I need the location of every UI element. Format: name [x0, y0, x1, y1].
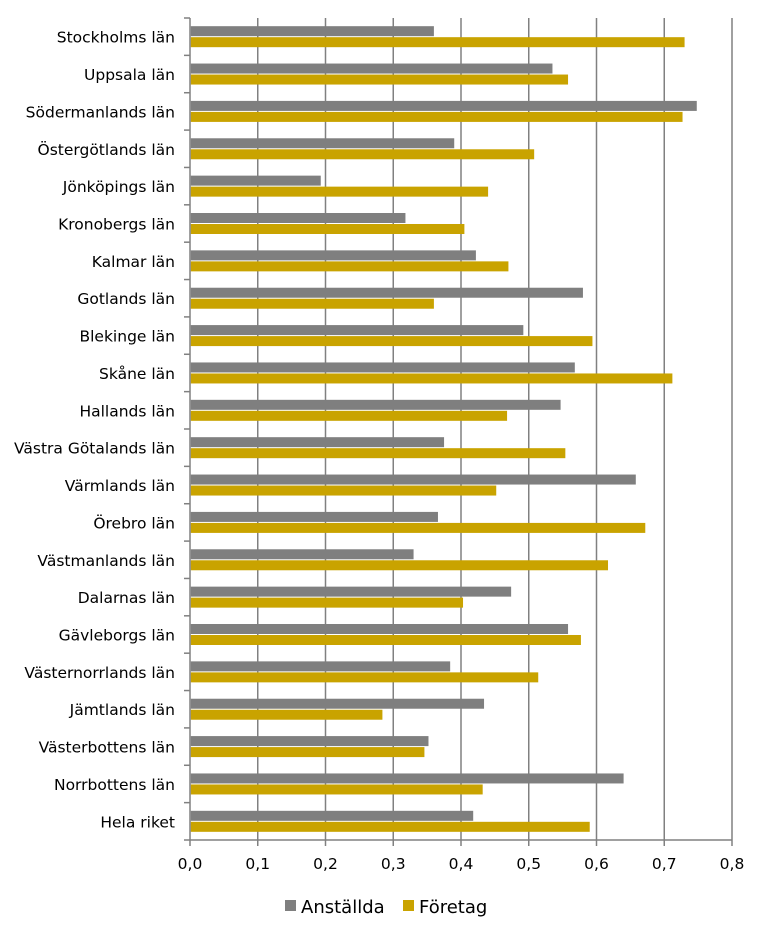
bar-anstallda	[190, 250, 476, 261]
bar-anstallda	[190, 362, 575, 373]
bar-foretag	[190, 635, 581, 645]
legend-swatch	[403, 900, 414, 911]
category-label: Norrbottens län	[54, 776, 175, 794]
bar-foretag	[190, 522, 646, 533]
bar-anstallda	[190, 511, 438, 522]
category-label: Hallands län	[79, 402, 175, 420]
category-label: Stockholms län	[57, 29, 175, 47]
bar-anstallda	[190, 138, 455, 149]
bar-anstallda	[190, 437, 445, 448]
category-label: Uppsala län	[84, 66, 175, 84]
bar-anstallda	[190, 399, 561, 410]
bar-foretag	[190, 373, 673, 384]
bar-anstallda	[190, 474, 636, 485]
bar-foretag	[190, 111, 683, 122]
x-tick-label: 0,3	[381, 855, 406, 873]
bar-anstallda	[190, 661, 451, 672]
bar-anstallda	[190, 624, 569, 634]
bar-foretag	[190, 149, 535, 160]
bar-anstallda	[190, 175, 321, 186]
bar-anstallda	[190, 100, 697, 111]
category-labels: Stockholms län Uppsala län Södermanlands l…	[14, 29, 175, 832]
x-tick-label: 0,8	[720, 855, 745, 873]
bar-anstallda	[190, 63, 553, 74]
bar-anstallda	[190, 26, 434, 37]
category-label: Västerbottens län	[39, 739, 175, 757]
bar-anstallda	[190, 810, 474, 821]
x-tick-label: 0,6	[584, 855, 609, 873]
x-tick-label: 0,0	[178, 855, 203, 873]
x-tick-label: 0,2	[313, 855, 338, 873]
category-label: Värmlands län	[65, 477, 175, 495]
category-label: Västernorrlands län	[24, 664, 175, 682]
x-tick-label: 0,7	[652, 855, 677, 873]
x-tick-labels: 0,0 0,1 0,2 0,3 0,4 0,5 0,6 0,7 0,8	[178, 855, 745, 873]
bar-anstallda	[190, 213, 406, 223]
category-label: Östergötlands län	[38, 140, 176, 159]
category-label: Gävleborgs län	[59, 627, 175, 645]
x-tick-label: 0,1	[245, 855, 270, 873]
legend-swatch	[285, 900, 296, 911]
category-label: Södermanlands län	[26, 103, 175, 121]
category-label: Västra Götalands län	[14, 440, 175, 458]
bar-anstallda	[190, 325, 524, 336]
legend: Anställda Företag	[285, 897, 487, 918]
bar-foretag	[190, 709, 383, 720]
bar-foretag	[190, 485, 497, 496]
axes	[184, 17, 733, 846]
bar-foretag	[190, 298, 434, 309]
bar-foretag	[190, 747, 425, 758]
bar-anstallda	[190, 549, 414, 560]
bar-anstallda	[190, 586, 512, 597]
bar-foretag	[190, 37, 685, 48]
bar-foretag	[190, 597, 464, 608]
bar-foretag	[190, 821, 590, 832]
category-label: Kronobergs län	[58, 216, 175, 234]
bar-anstallda	[190, 773, 624, 784]
x-tick-label: 0,5	[516, 855, 541, 873]
bar-foretag	[190, 261, 509, 272]
category-label: Dalarnas län	[78, 589, 175, 607]
category-label: Skåne län	[99, 365, 175, 383]
bar-foretag	[190, 74, 569, 85]
category-label: Hela riket	[100, 813, 175, 831]
category-label: Kalmar län	[92, 253, 175, 271]
category-label: Örebro län	[93, 513, 175, 532]
bar-foretag	[190, 224, 465, 234]
category-label: Jönköpings län	[62, 178, 175, 196]
category-label: Västmanlands län	[37, 552, 175, 570]
x-tick-label: 0,4	[449, 855, 474, 873]
legend-label: Anställda	[301, 897, 385, 918]
category-label: Blekinge län	[79, 328, 175, 346]
bar-foretag	[190, 448, 566, 459]
legend-label: Företag	[419, 897, 487, 918]
bars	[190, 26, 697, 832]
bar-foretag	[190, 186, 489, 197]
bar-foretag	[190, 784, 483, 795]
bar-foretag	[190, 410, 508, 421]
bar-anstallda	[190, 698, 485, 709]
category-label: Gotlands län	[77, 290, 175, 308]
category-label: Jämtlands län	[69, 701, 175, 719]
bar-foretag	[190, 672, 539, 683]
bar-foretag	[190, 336, 593, 347]
bar-anstallda	[190, 287, 583, 298]
bar-anstallda	[190, 736, 429, 747]
bar-foretag	[190, 560, 609, 571]
